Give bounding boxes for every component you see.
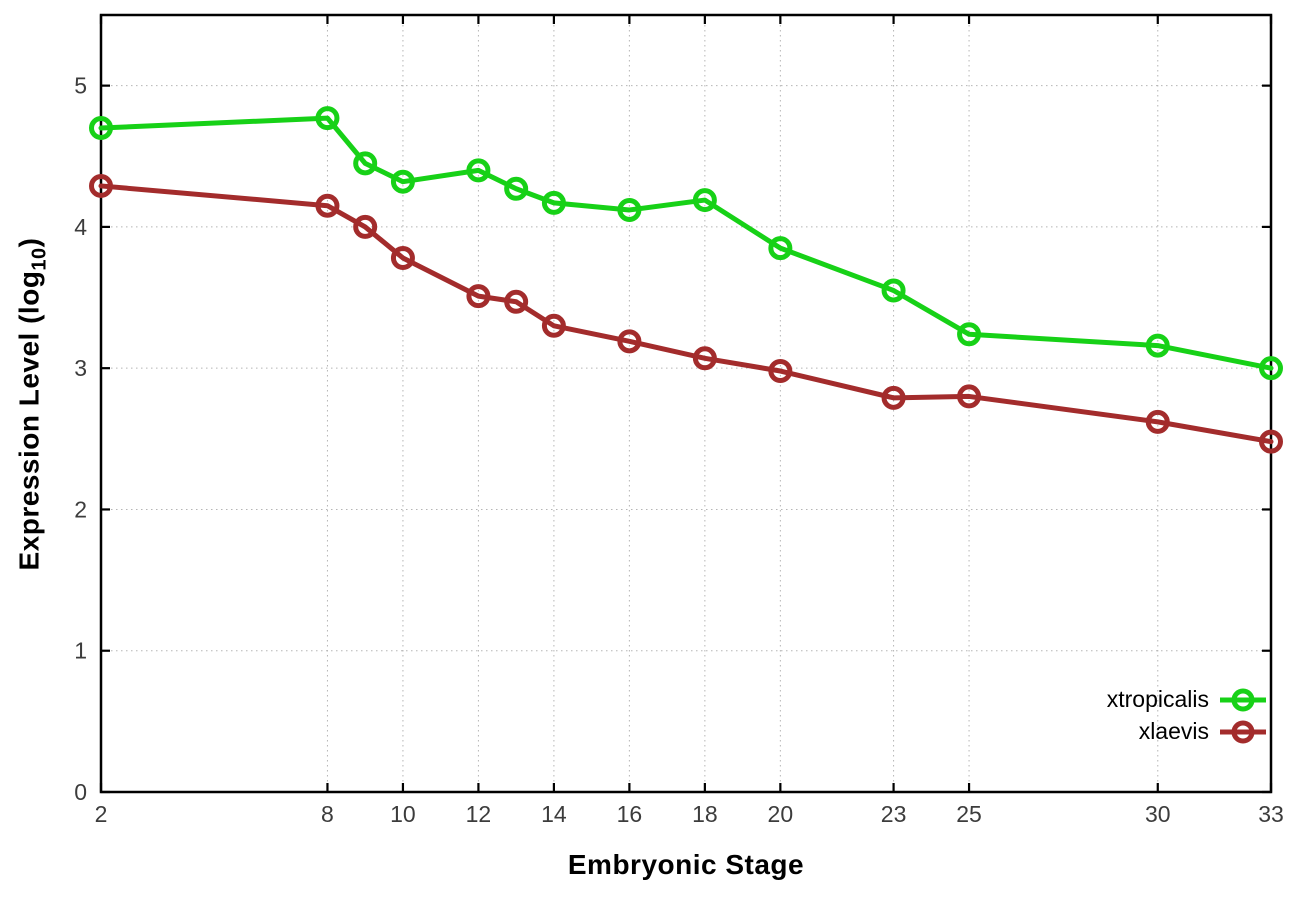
data-point-xtropicalis xyxy=(541,190,566,215)
series-line-xtropicalis xyxy=(98,115,1274,371)
data-point-xtropicalis xyxy=(504,176,529,201)
data-point-xlaevis xyxy=(541,313,566,338)
series-line-xlaevis xyxy=(98,183,1274,445)
data-point-xlaevis xyxy=(353,214,378,239)
legend-marker-xlaevis xyxy=(1220,718,1266,745)
x-tick-label: 20 xyxy=(768,801,794,827)
y-tick-label: 2 xyxy=(74,496,87,522)
y-axis-title-text: Expression Level (log10) xyxy=(13,237,51,570)
data-point-xtropicalis xyxy=(315,106,340,131)
x-tick-label: 16 xyxy=(617,801,643,827)
y-axis-title-prefix: Expression Level (log xyxy=(13,270,44,570)
data-point-xlaevis xyxy=(504,289,529,314)
y-tick-label: 3 xyxy=(74,355,87,381)
data-point-xlaevis xyxy=(1145,409,1170,434)
x-tick-label: 30 xyxy=(1145,801,1171,827)
x-tick-label: 12 xyxy=(466,801,492,827)
legend-item-xtropicalis: xtropicalis xyxy=(1107,686,1266,713)
data-point-xlaevis xyxy=(768,359,793,384)
legend-marker-xtropicalis xyxy=(1220,686,1266,713)
data-point-xlaevis xyxy=(1259,429,1283,454)
x-tick-label: 33 xyxy=(1258,801,1284,827)
legend-label-xlaevis: xlaevis xyxy=(1138,718,1209,744)
x-tick-label: 23 xyxy=(881,801,907,827)
y-tick-label: 5 xyxy=(74,73,87,99)
x-tick-label: 18 xyxy=(692,801,718,827)
data-point-xtropicalis xyxy=(768,236,793,261)
legend-item-xlaevis: xlaevis xyxy=(1139,718,1266,745)
legend-circle-icon xyxy=(1231,688,1255,711)
legend-circle-icon xyxy=(1231,720,1255,743)
data-point-xlaevis xyxy=(89,173,113,198)
x-axis-title: Embryonic Stage xyxy=(101,849,1271,881)
data-point-xlaevis xyxy=(692,346,717,371)
y-tick-label: 4 xyxy=(74,214,87,240)
data-point-xtropicalis xyxy=(957,322,982,347)
y-tick-label: 1 xyxy=(74,638,87,664)
legend: xtropicalis xlaevis xyxy=(1107,686,1266,745)
y-axis-title: Expression Level (log10) xyxy=(2,15,62,792)
x-tick-label: 14 xyxy=(541,801,567,827)
y-axis-title-suffix: ) xyxy=(13,237,44,247)
x-tick-label: 8 xyxy=(321,801,334,827)
x-tick-label: 2 xyxy=(95,801,108,827)
y-tick-label: 0 xyxy=(74,779,87,805)
y-axis-title-subscript: 10 xyxy=(28,246,50,271)
data-point-xtropicalis xyxy=(390,169,415,194)
data-point-xlaevis xyxy=(466,284,491,309)
data-point-xtropicalis xyxy=(617,197,642,222)
data-point-xtropicalis xyxy=(1145,333,1170,358)
x-tick-label: 10 xyxy=(390,801,416,827)
data-point-xlaevis xyxy=(390,245,415,270)
data-point-xtropicalis xyxy=(881,278,906,303)
data-point-xlaevis xyxy=(617,329,642,354)
plot-border xyxy=(99,13,1273,794)
data-point-xtropicalis xyxy=(89,116,113,141)
data-point-xtropicalis xyxy=(692,188,717,213)
data-point-xtropicalis xyxy=(1259,356,1283,381)
data-point-xlaevis xyxy=(315,193,340,218)
legend-label-xtropicalis: xtropicalis xyxy=(1106,686,1209,712)
data-point-xlaevis xyxy=(881,385,906,410)
x-tick-label: 25 xyxy=(956,801,982,827)
x-axis-title-text: Embryonic Stage xyxy=(567,849,805,880)
data-point-xtropicalis xyxy=(353,151,378,176)
data-point-xtropicalis xyxy=(466,158,491,183)
data-point-xlaevis xyxy=(957,384,982,409)
